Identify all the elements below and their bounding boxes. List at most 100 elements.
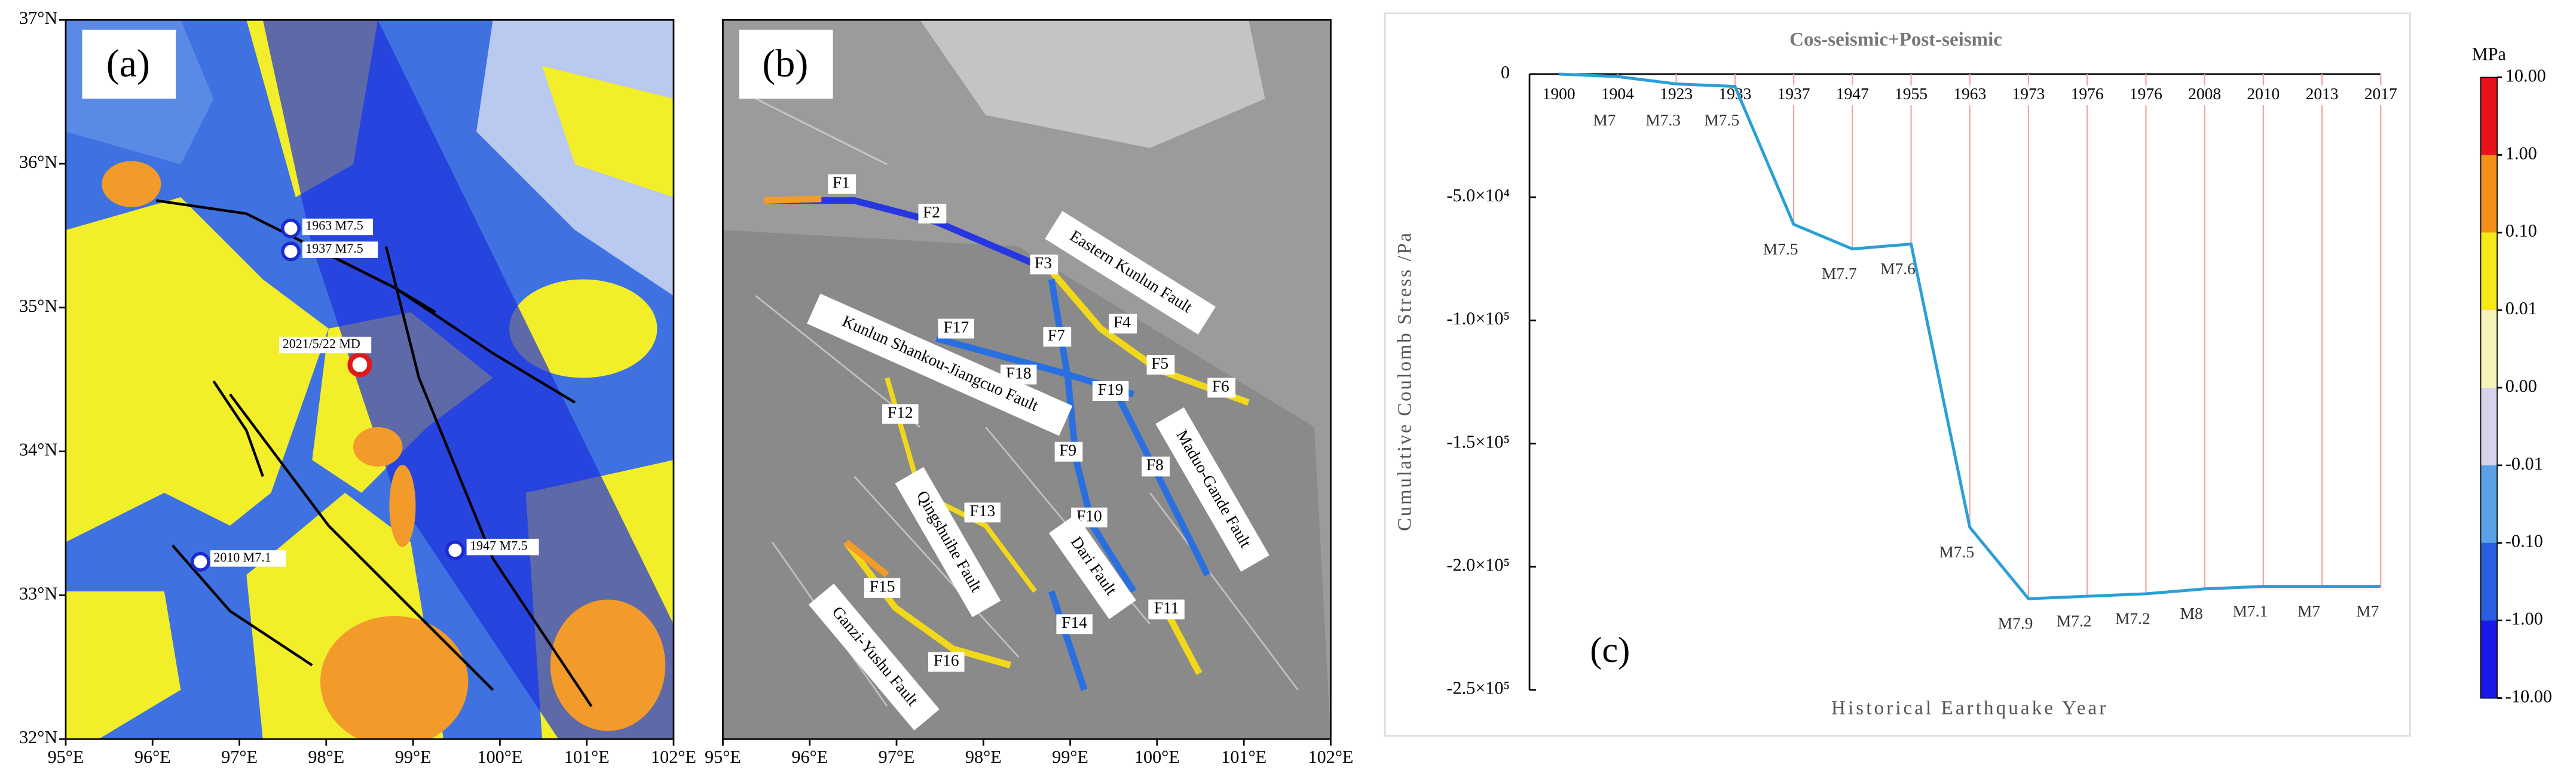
colorbar-title: MPa: [2472, 44, 2506, 65]
x-tick-label: 1976: [2071, 85, 2104, 103]
map-frame: [65, 19, 675, 740]
y-tick-label: 0: [1501, 62, 1510, 82]
point-label: M7.5: [1939, 543, 1974, 561]
point-label: M8: [2180, 605, 2203, 622]
x-tick-label: 2010: [2247, 85, 2280, 103]
x-label-bg: [1594, 85, 1641, 106]
panel-label: (a): [106, 42, 150, 85]
fault-label: F17: [943, 318, 969, 336]
point-label: M7.5: [1704, 111, 1739, 129]
x-tick-label: 97°E: [221, 747, 258, 767]
x-tick-label: 95°E: [48, 747, 84, 767]
point-label: M7.9: [1998, 615, 2033, 633]
fault-label: F5: [1151, 354, 1168, 372]
fault-label: F16: [934, 651, 959, 669]
y-tick-label: 33°N: [19, 583, 57, 603]
fault-label: F8: [1146, 456, 1164, 474]
x-label-bg: [1535, 85, 1582, 106]
x-tick-label: 1923: [1660, 85, 1693, 103]
colorbar-band: [2480, 232, 2498, 311]
event-label: 1947 M7.5: [470, 538, 527, 553]
colorbar-band: [2480, 620, 2498, 699]
x-tick-label: 2017: [2364, 85, 2397, 103]
fault-label: F3: [1035, 254, 1052, 272]
x-tick-label: 96°E: [791, 747, 828, 767]
x-label-bg: [1829, 85, 1876, 106]
x-label-bg: [1653, 85, 1700, 106]
event-label: 2010 M7.1: [213, 550, 271, 565]
point-label: M7.7: [1822, 265, 1857, 283]
colorbar-tick-label: -1.00: [2505, 609, 2543, 629]
map-frame: [722, 19, 1332, 740]
x-label-bg: [2357, 85, 2404, 106]
x-tick-label: 2013: [2306, 85, 2339, 103]
point-label: M7.2: [2115, 609, 2150, 627]
y-tick-label: 36°N: [19, 152, 57, 172]
y-tick-label: -1.5×10⁵: [1446, 431, 1510, 452]
y-tick-label: 35°N: [19, 296, 57, 316]
x-tick-label: 1976: [2130, 85, 2162, 103]
map-b: F1 F2 F3 F4 F5 F6 F7 F8 F9 F10 F11 F12 F…: [723, 20, 1331, 740]
colorbar-band: [2480, 388, 2498, 466]
point-label: M7: [2297, 602, 2320, 620]
chart-frame: [1384, 12, 2411, 737]
x-label-bg: [2064, 85, 2110, 106]
y-tick-label: 32°N: [19, 727, 57, 747]
x-label-bg: [1947, 85, 1993, 106]
fault-label: F11: [1154, 599, 1179, 617]
x-tick-label: 97°E: [879, 747, 915, 767]
colorbar-band: [2480, 155, 2498, 234]
fault-label: F13: [969, 502, 995, 520]
x-label-bg: [2299, 85, 2345, 106]
x-tick-label: 100°E: [1134, 747, 1180, 767]
x-tick-label: 1947: [1836, 85, 1869, 103]
y-tick-label: -2.0×10⁵: [1446, 555, 1510, 575]
colorbar-band: [2480, 77, 2498, 156]
x-tick-label: 98°E: [308, 747, 344, 767]
fault-label: F2: [923, 203, 940, 221]
x-label-bg: [2122, 85, 2169, 106]
colorbar-tick-label: 0.01: [2505, 298, 2537, 318]
point-label: M7.3: [1645, 111, 1681, 129]
x-label-bg: [2182, 85, 2228, 106]
x-label-bg: [2240, 85, 2287, 106]
line-series: [1559, 72, 2381, 600]
point-label: M7: [1593, 111, 1616, 129]
x-tick-label: 1963: [1953, 85, 1986, 103]
map-a: 1963 M7.5 1937 M7.5 2021/5/22 MD 2010 M7…: [65, 20, 674, 740]
x-tick-label: 99°E: [395, 747, 432, 767]
point-label: M7.6: [1880, 260, 1916, 278]
x-tick-label: 1937: [1777, 85, 1810, 103]
fault-label: F6: [1212, 377, 1229, 395]
x-tick-label: 102°E: [651, 747, 696, 767]
event-label: 1937 M7.5: [305, 241, 363, 256]
x-tick-label: 1904: [1601, 85, 1634, 103]
colorbar-band: [2480, 310, 2498, 388]
point-label: M7.1: [2232, 602, 2268, 620]
x-tick-label: 96°E: [134, 747, 171, 767]
colorbar-tick-label: -0.01: [2505, 453, 2543, 474]
x-tick-label: 100°E: [477, 747, 522, 767]
x-tick-label: 101°E: [564, 747, 610, 767]
fault-label: F7: [1048, 326, 1065, 344]
x-tick-label: 2008: [2188, 85, 2221, 103]
y-tick-label: 37°N: [19, 8, 57, 28]
x-tick-label: 1973: [2012, 85, 2045, 103]
panel-label: (c): [1590, 630, 1630, 670]
y-tick-label: 34°N: [19, 440, 57, 460]
colorbar-band: [2480, 542, 2498, 621]
x-tick-label: 98°E: [965, 747, 1002, 767]
fault-label: F15: [870, 578, 895, 596]
chart-title: Cos-seismic+Post-seismic: [1789, 29, 2002, 51]
y-tick-label: -2.5×10⁵: [1446, 678, 1510, 698]
x-tick-label: 1900: [1543, 85, 1575, 103]
fault-label: F1: [833, 173, 850, 191]
colorbar-band: [2480, 465, 2498, 544]
point-label: M7: [2356, 602, 2379, 620]
x-label-bg: [1770, 85, 1817, 106]
x-tick-label: 95°E: [705, 747, 741, 767]
colorbar-tick-label: 10.00: [2505, 65, 2546, 85]
colorbar-tick-label: -10.00: [2505, 686, 2552, 706]
point-label: M7.5: [1763, 240, 1798, 258]
